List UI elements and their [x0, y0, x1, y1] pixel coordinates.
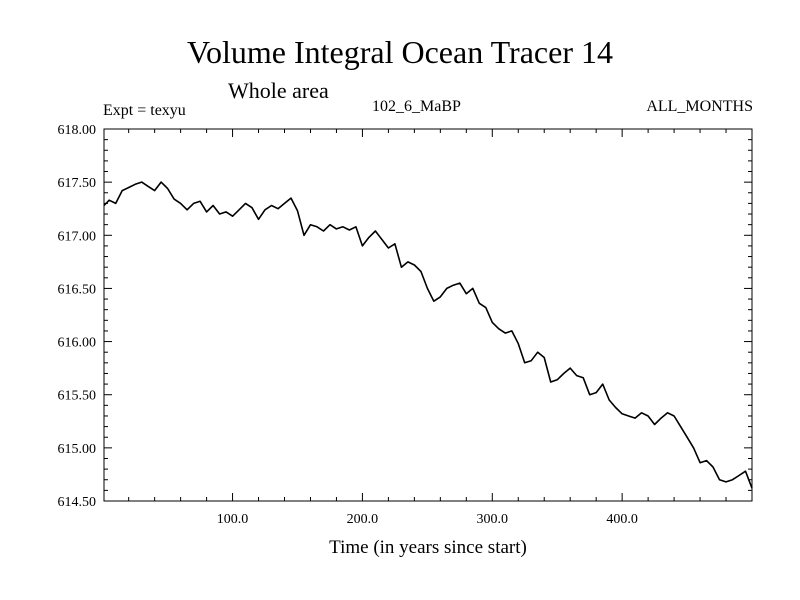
y-tick-label: 614.50 — [58, 495, 97, 510]
chart-subtitle: Whole area — [228, 78, 329, 103]
y-tick-label: 617.50 — [58, 176, 97, 191]
y-tick-label: 616.50 — [58, 282, 97, 297]
y-axis: 614.50 615.00 615.50 616.00 616.50 617.00 617.… — [58, 123, 752, 510]
y-tick-label: 617.00 — [58, 229, 97, 244]
y-tick-label: 616.00 — [58, 336, 97, 351]
run-label: 102_6_MaBP — [372, 98, 461, 115]
chart-title: Volume Integral Ocean Tracer 14 — [187, 34, 613, 70]
months-label: ALL_MONTHS — [646, 98, 753, 115]
x-tick-label: 100.0 — [217, 512, 249, 527]
y-tick-label: 615.00 — [58, 442, 97, 457]
x-tick-label: 200.0 — [347, 512, 379, 527]
experiment-label: Expt = texyu — [103, 102, 186, 119]
y-tick-label: 615.50 — [58, 389, 97, 404]
x-axis-title: Time (in years since start) — [329, 537, 527, 558]
plot-frame — [103, 128, 753, 502]
y-tick-label: 618.00 — [58, 123, 97, 138]
x-axis: 100.0 200.0 300.0 400.0 — [128, 129, 727, 527]
tracer-series-line — [103, 181, 753, 489]
x-tick-label: 400.0 — [606, 512, 638, 527]
x-tick-label: 300.0 — [477, 512, 509, 527]
